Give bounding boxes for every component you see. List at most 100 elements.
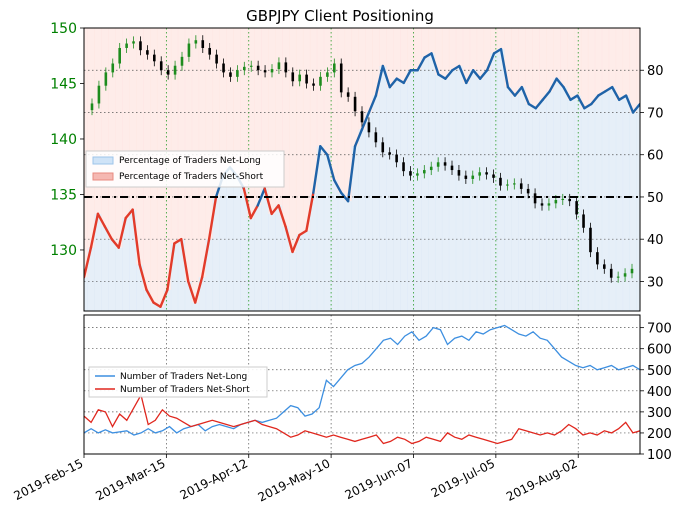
- net-short-shade: [553, 28, 561, 79]
- pct-segment: [110, 237, 120, 249]
- net-short-shade: [615, 28, 624, 100]
- net-short-shade: [455, 28, 464, 67]
- candle-body: [284, 62, 288, 73]
- candle-body: [533, 193, 537, 204]
- net-long-shade: [122, 218, 130, 311]
- net-long-shade: [455, 66, 464, 311]
- traders-axis: 100 200 300 400 500 600 700: [640, 322, 672, 463]
- pct-legend-box: [85, 150, 285, 188]
- candle-body: [222, 63, 225, 73]
- net-long-shade: [115, 247, 123, 311]
- pct-segment: [367, 94, 378, 114]
- traders-legend: Number of Traders Net-Long Number of Tra…: [88, 366, 268, 398]
- pct-segment: [569, 94, 579, 102]
- price-series: [90, 35, 634, 283]
- candle-body: [333, 63, 336, 73]
- net-short-shade: [622, 28, 631, 96]
- net-short-shade: [240, 28, 248, 189]
- net-short-shade: [421, 28, 429, 58]
- positioning-panel: 130 135 140 145 150 30 40 50 60 70 80 Percentage …: [50, 21, 664, 312]
- candle-body: [423, 170, 426, 174]
- pct-segment: [478, 69, 489, 80]
- net-short-shade: [608, 28, 617, 88]
- net-short-shade: [379, 28, 387, 67]
- candle-body: [388, 152, 391, 155]
- candle-body: [215, 54, 218, 64]
- net-short-shade: [330, 28, 339, 181]
- pct-segment: [263, 187, 273, 216]
- net-long-shade: [84, 277, 88, 311]
- net-long-shade: [254, 205, 262, 311]
- net-short-shade: [511, 28, 519, 96]
- pct-segment: [193, 276, 204, 304]
- candle-body: [409, 171, 412, 176]
- net-short-shade: [518, 28, 526, 88]
- pct-segment: [173, 237, 183, 245]
- net-long-shade: [490, 53, 499, 311]
- net-long-shade: [268, 213, 276, 311]
- candle-body: [464, 175, 468, 179]
- net-short-shade: [302, 28, 311, 231]
- net-long-shade: [240, 188, 248, 311]
- candle-body: [443, 162, 447, 166]
- pct-segment: [402, 69, 412, 85]
- candle-body: [270, 69, 274, 73]
- pct-segment: [326, 153, 336, 182]
- pct-segment: [604, 85, 614, 93]
- date-tick-label: 2019-Jul-05: [429, 456, 497, 500]
- net-short-count-line: [84, 393, 640, 445]
- pct-segment: [319, 145, 329, 156]
- candle-body: [609, 268, 613, 278]
- pct-tick-label: 60: [647, 149, 664, 164]
- pct-segment: [472, 69, 482, 80]
- net-short-shade: [372, 28, 380, 96]
- net-long-shade: [469, 70, 478, 311]
- pct-segment: [492, 47, 503, 55]
- net-short-shade: [94, 28, 102, 214]
- pct-segment: [312, 145, 322, 194]
- candle-body: [436, 162, 440, 167]
- net-long-shade: [393, 78, 401, 311]
- pct-segment: [256, 187, 266, 207]
- candle-body: [547, 203, 551, 206]
- pct-segment: [180, 237, 190, 283]
- legend-swatch-net-long-pct: [92, 156, 114, 165]
- net-long-shade: [205, 239, 214, 311]
- date-tick-label: 2019-Jun-07: [343, 456, 415, 502]
- net-short-shade: [170, 28, 179, 244]
- pct-segment: [138, 263, 148, 292]
- net-short-shade: [289, 28, 297, 252]
- net-short-shade: [573, 28, 582, 96]
- net-long-pct-series: [84, 47, 640, 308]
- pct-segment: [395, 77, 405, 85]
- candle-body: [360, 111, 364, 123]
- candle-body: [513, 183, 516, 185]
- net-long-count-line: [84, 324, 640, 436]
- pct-tick-label: 30: [647, 275, 664, 290]
- net-long-shade: [608, 87, 617, 311]
- net-short-shade: [525, 28, 533, 105]
- pct-segment: [166, 242, 176, 292]
- pct-tick-label: 80: [647, 64, 664, 79]
- net-long-shade: [386, 87, 394, 311]
- net-long-shade: [261, 188, 269, 311]
- net-long-shade: [567, 99, 575, 311]
- pct-segment: [430, 52, 440, 76]
- candle-body: [319, 76, 322, 86]
- candle-body: [450, 165, 454, 171]
- candle-body: [166, 70, 170, 75]
- pct-segment: [506, 85, 517, 97]
- net-short-shade: [254, 28, 262, 206]
- net-short-shade: [393, 28, 401, 79]
- pct-segment: [513, 85, 524, 97]
- net-short-shade: [233, 28, 241, 176]
- pct-segment: [444, 69, 454, 80]
- traders-tick-label: 600: [647, 343, 672, 358]
- candle-body: [180, 56, 184, 66]
- date-axis: 2019-Feb-15 2019-Mar-15 2019-Apr-12 2019-Ma…: [12, 454, 580, 505]
- net-short-shade: [490, 28, 499, 54]
- candle-body: [630, 268, 634, 274]
- net-short-shade: [136, 28, 144, 265]
